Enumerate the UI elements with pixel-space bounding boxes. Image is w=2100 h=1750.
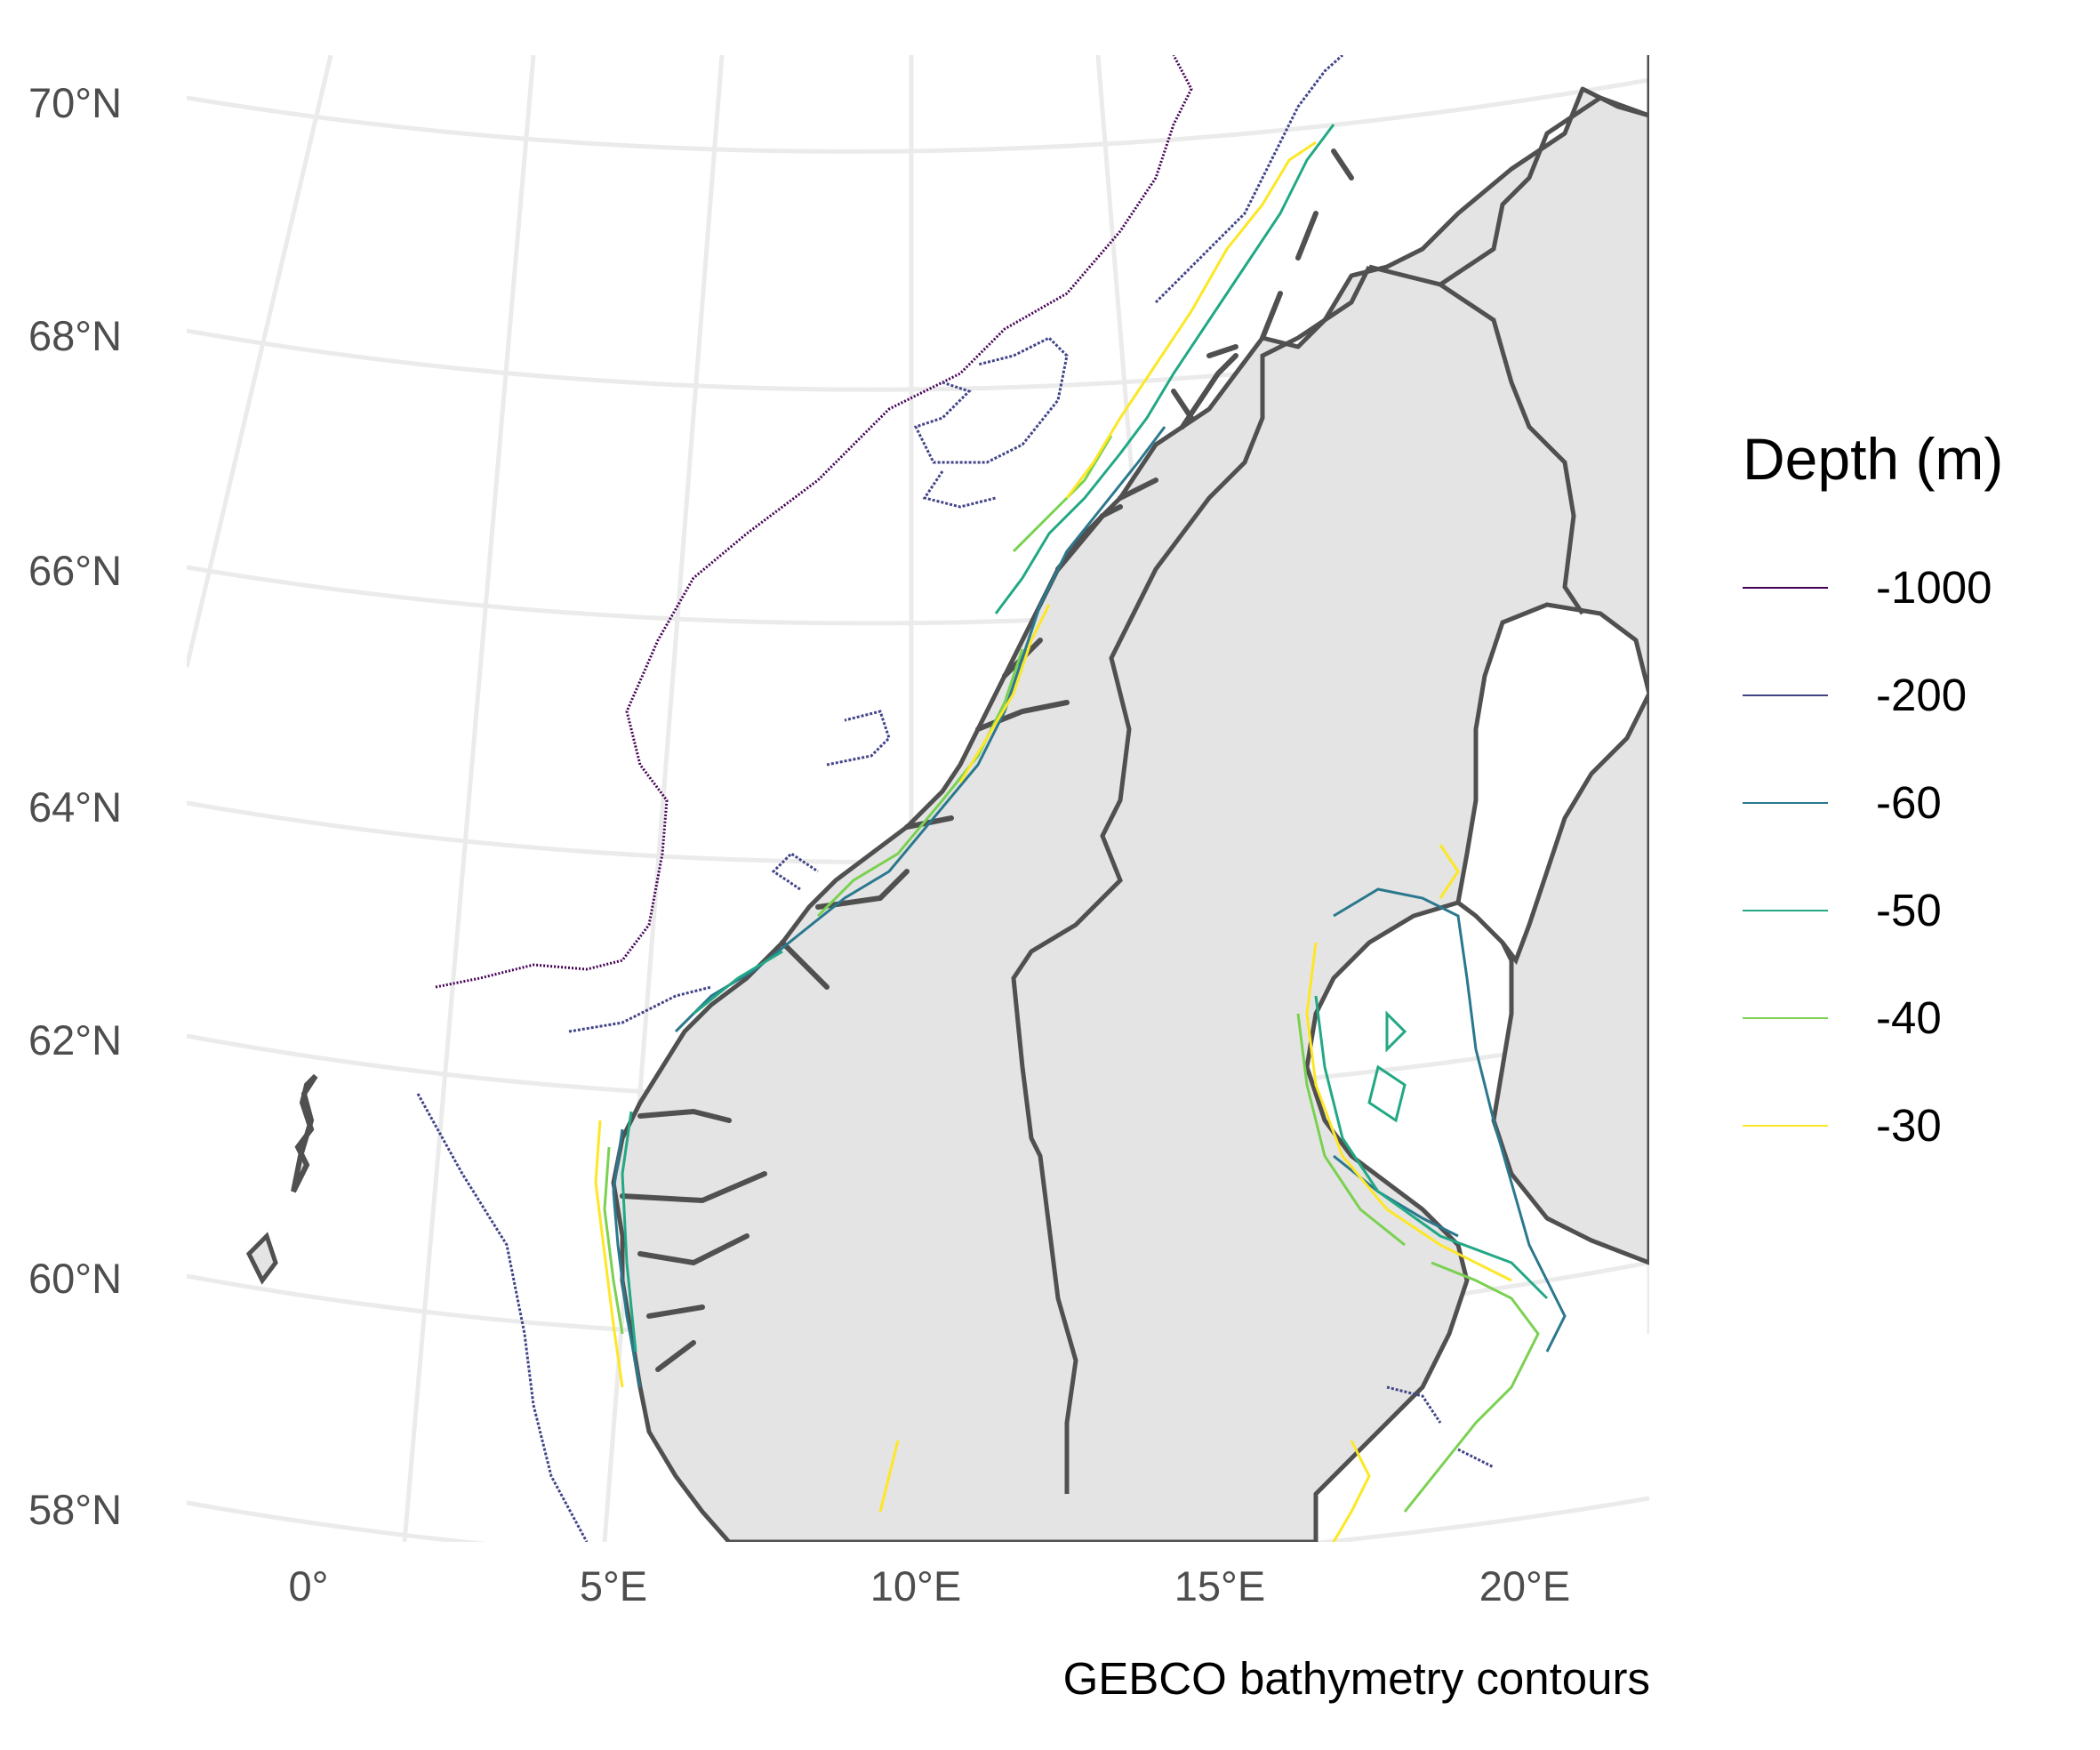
gulf-of-bothnia bbox=[1455, 602, 1649, 966]
legend-key bbox=[1743, 801, 1828, 804]
lat-label-60: 60°N bbox=[28, 1255, 123, 1302]
land-shetland-small bbox=[245, 1232, 278, 1285]
legend-item-60: -60 bbox=[1743, 749, 2003, 856]
contour-30 bbox=[594, 140, 1512, 1542]
lat-label-64: 64°N bbox=[28, 783, 123, 831]
lat-label-70: 70°N bbox=[28, 79, 123, 126]
lat-label-62: 62°N bbox=[28, 1016, 123, 1064]
legend-label: -30 bbox=[1876, 1100, 1942, 1151]
border-finland-russia bbox=[1439, 95, 1649, 287]
legend-key bbox=[1743, 694, 1828, 696]
contour-200 bbox=[416, 55, 1495, 1542]
legend-label: -50 bbox=[1876, 885, 1942, 935]
border-norway-sweden bbox=[1011, 265, 1372, 1494]
contour-1000 bbox=[435, 55, 1193, 989]
lat-label-58: 58°N bbox=[28, 1486, 123, 1533]
legend-item-40: -40 bbox=[1743, 964, 2003, 1072]
lon-label-0: 0° bbox=[288, 1562, 329, 1610]
legend-key bbox=[1743, 909, 1828, 911]
lon-label-15: 15°E bbox=[1174, 1562, 1266, 1610]
lon-label-5: 5°E bbox=[579, 1562, 648, 1610]
contour-50 bbox=[621, 124, 1549, 1353]
border-sweden-finland bbox=[1368, 264, 1585, 615]
legend-key bbox=[1743, 586, 1828, 589]
legend-label: -40 bbox=[1876, 992, 1942, 1043]
lat-label-66: 66°N bbox=[28, 547, 123, 594]
caption: GEBCO bathymetry contours bbox=[1062, 1653, 1650, 1704]
legend-title: Depth (m) bbox=[1743, 426, 2004, 492]
lon-label-20: 20°E bbox=[1479, 1562, 1571, 1610]
legend-item-200: -200 bbox=[1743, 641, 2003, 749]
lon-label-10: 10°E bbox=[870, 1562, 962, 1610]
lat-label-68: 68°N bbox=[28, 312, 123, 359]
legend: Depth (m) -1000 -200 -60 -50 -40 -30 bbox=[1743, 425, 2003, 1179]
legend-key bbox=[1743, 1124, 1828, 1127]
legend-item-50: -50 bbox=[1743, 856, 2003, 964]
land-shetland bbox=[291, 1073, 318, 1193]
legend-item-1000: -1000 bbox=[1743, 534, 2003, 641]
legend-label: -200 bbox=[1876, 670, 1968, 720]
legend-item-30: -30 bbox=[1743, 1072, 2003, 1179]
legend-label: -1000 bbox=[1876, 562, 1992, 613]
legend-key bbox=[1743, 1016, 1828, 1019]
legend-label: -60 bbox=[1876, 777, 1942, 828]
